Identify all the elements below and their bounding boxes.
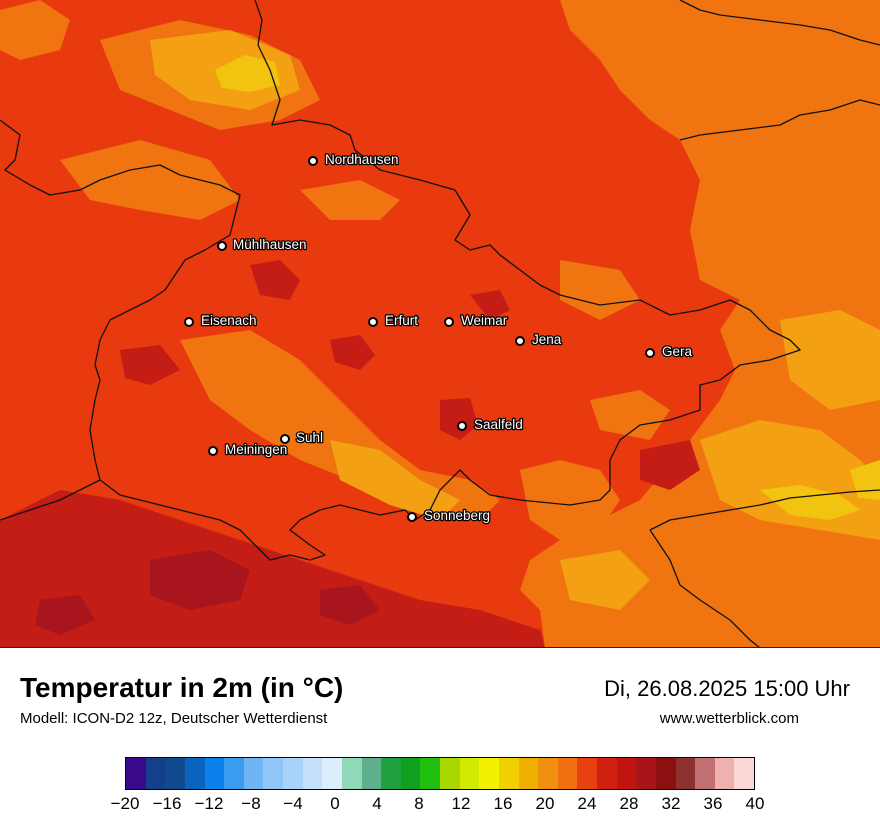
- legend-swatch: [283, 758, 303, 789]
- city-marker: [457, 421, 467, 431]
- legend-swatch: [126, 758, 146, 789]
- city-marker: [208, 446, 218, 456]
- city-label: Saalfeld: [474, 417, 523, 432]
- model-info: Modell: ICON-D2 12z, Deutscher Wetterdie…: [20, 710, 328, 727]
- legend-swatch: [381, 758, 401, 789]
- legend-tick-label: 8: [414, 794, 424, 813]
- website-link[interactable]: www.wetterblick.com: [659, 710, 799, 727]
- city-label: Suhl: [296, 430, 323, 445]
- legend-swatch: [361, 758, 382, 789]
- legend-swatch: [341, 758, 362, 789]
- hot-areas: [0, 260, 700, 647]
- forecast-datetime: Di, 26.08.2025 15:00 Uhr: [604, 676, 850, 701]
- legend-tick-label: 36: [703, 794, 723, 813]
- city-label: Sonneberg: [424, 508, 490, 523]
- legend-swatch: [224, 758, 244, 789]
- legend-tick-label: 0: [330, 794, 340, 813]
- legend-tick-label: 4: [372, 794, 382, 813]
- legend-tick-label: −12: [194, 794, 224, 813]
- very-hot-areas: [35, 550, 380, 635]
- legend-swatch: [557, 758, 578, 789]
- legend-tick-label: −16: [152, 794, 182, 813]
- legend-swatch: [400, 758, 421, 789]
- legend-swatch: [597, 758, 617, 789]
- city-marker: [280, 434, 290, 444]
- legend-swatch: [616, 758, 637, 789]
- city-gera[interactable]: Gera: [645, 343, 694, 360]
- legend-swatch: [184, 758, 205, 789]
- legend-swatch: [695, 758, 715, 789]
- city-jena[interactable]: Jena: [515, 331, 563, 348]
- city-label: Nordhausen: [325, 152, 399, 167]
- legend-swatch: [655, 758, 676, 789]
- legend-swatch: [675, 758, 696, 789]
- legend-tick-labels: −20 −16 −12 −8 −4 0 4 8 12 16 20 24 28 32 36 40: [111, 794, 765, 818]
- city-label: Mühlhausen: [233, 237, 307, 252]
- legend-tick-label: 20: [535, 794, 555, 813]
- legend-swatch: [577, 758, 597, 789]
- city-marker: [184, 317, 194, 327]
- city-label: Meiningen: [225, 442, 287, 457]
- city-saalfeld[interactable]: Saalfeld: [457, 416, 524, 433]
- city-marker: [368, 317, 378, 327]
- state-borders: [0, 0, 880, 647]
- map-title: Temperatur in 2m (in °C): [20, 672, 344, 703]
- city-weimar[interactable]: Weimar: [444, 312, 509, 329]
- legend-swatch: [322, 758, 342, 789]
- legend-tick-label: 28: [619, 794, 639, 813]
- city-eisenach[interactable]: Eisenach: [184, 312, 258, 329]
- legend-swatch: [302, 758, 323, 789]
- city-muehlhausen[interactable]: Mühlhausen: [217, 236, 308, 253]
- city-label: Gera: [662, 344, 693, 359]
- legend-swatch: [734, 758, 754, 789]
- legend-tick-label: −4: [283, 794, 303, 813]
- legend-swatch: [204, 758, 225, 789]
- legend-swatch: [538, 758, 558, 789]
- city-suhl[interactable]: Suhl: [280, 429, 324, 446]
- legend-swatch: [243, 758, 264, 789]
- legend-swatch: [165, 758, 185, 789]
- city-marker: [308, 156, 318, 166]
- legend-swatch: [518, 758, 539, 789]
- city-sonneberg[interactable]: Sonneberg: [407, 507, 491, 524]
- legend-swatch: [636, 758, 656, 789]
- city-label: Erfurt: [385, 313, 418, 328]
- legend-tick-label: 24: [577, 794, 597, 813]
- city-marker: [645, 348, 655, 358]
- city-label: Weimar: [461, 313, 508, 328]
- city-marker: [407, 512, 417, 522]
- map-canvas: Nordhausen Mühlhausen Eisenach Erfurt We…: [0, 0, 880, 647]
- city-marker: [217, 241, 227, 251]
- city-markers: Nordhausen Mühlhausen Eisenach Erfurt We…: [184, 151, 694, 524]
- legend-tick-label: 12: [451, 794, 471, 813]
- city-nordhausen[interactable]: Nordhausen: [308, 151, 400, 168]
- legend-swatch: [145, 758, 166, 789]
- city-label: Eisenach: [201, 313, 257, 328]
- city-marker: [444, 317, 454, 327]
- city-erfurt[interactable]: Erfurt: [368, 312, 420, 329]
- legend-tick-label: 32: [661, 794, 681, 813]
- city-marker: [515, 336, 525, 346]
- legend-swatch: [498, 758, 519, 789]
- legend-tick-label: 40: [745, 794, 765, 813]
- legend-tick-label: −8: [241, 794, 261, 813]
- legend-tick-label: −20: [110, 794, 140, 813]
- legend-swatch: [459, 758, 480, 789]
- color-scale-legend: [125, 757, 755, 790]
- city-label: Jena: [532, 332, 562, 347]
- legend-tick-label: 16: [493, 794, 513, 813]
- legend-swatch: [420, 758, 440, 789]
- legend-swatch: [714, 758, 735, 789]
- legend-swatch: [440, 758, 460, 789]
- city-meiningen[interactable]: Meiningen: [208, 441, 289, 458]
- legend-swatch: [479, 758, 499, 789]
- temperature-map[interactable]: Nordhausen Mühlhausen Eisenach Erfurt We…: [0, 0, 880, 648]
- legend-swatch: [263, 758, 283, 789]
